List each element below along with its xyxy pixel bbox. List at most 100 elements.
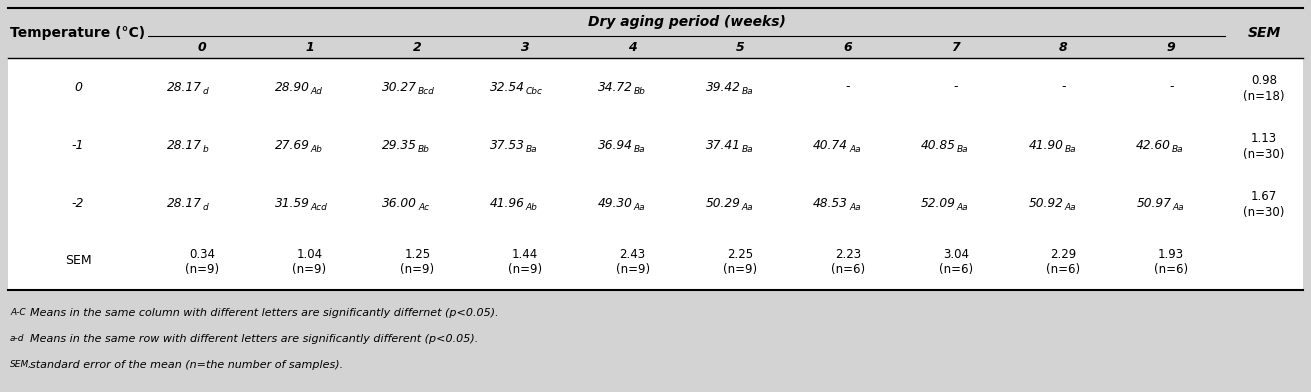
Text: Means in the same column with different letters are significantly differnet (p<0: Means in the same column with different … — [30, 308, 498, 318]
Text: 37.53: 37.53 — [490, 138, 524, 151]
Text: d: d — [203, 203, 208, 212]
Text: 52.09: 52.09 — [920, 196, 956, 209]
Text: 1.44: 1.44 — [511, 247, 538, 261]
Text: 40.85: 40.85 — [920, 138, 956, 151]
Text: Ac: Ac — [418, 203, 430, 212]
Text: Ab: Ab — [526, 203, 538, 212]
Text: -: - — [953, 80, 958, 94]
Text: (n=9): (n=9) — [292, 263, 326, 276]
Text: Aa: Aa — [1172, 203, 1184, 212]
Text: Dry aging period (weeks): Dry aging period (weeks) — [587, 15, 785, 29]
Text: 40.74: 40.74 — [813, 138, 848, 151]
Text: 1.25: 1.25 — [404, 247, 430, 261]
Text: 1: 1 — [305, 40, 313, 53]
Text: (n=9): (n=9) — [507, 263, 541, 276]
Text: 39.42: 39.42 — [705, 80, 741, 94]
Text: 0: 0 — [198, 40, 206, 53]
Text: 28.17: 28.17 — [166, 138, 202, 151]
Text: 42.60: 42.60 — [1137, 138, 1171, 151]
Text: 2.25: 2.25 — [728, 247, 754, 261]
Text: 34.72: 34.72 — [598, 80, 633, 94]
Text: 9: 9 — [1167, 40, 1176, 53]
Text: 1.13: 1.13 — [1251, 131, 1277, 145]
Text: 30.27: 30.27 — [383, 80, 417, 94]
Text: -2: -2 — [72, 196, 84, 209]
Text: 0.34: 0.34 — [189, 247, 215, 261]
Text: -: - — [1169, 80, 1173, 94]
Text: 1.04: 1.04 — [296, 247, 323, 261]
Text: 0: 0 — [73, 80, 83, 94]
Text: 50.92: 50.92 — [1029, 196, 1063, 209]
Text: 5: 5 — [735, 40, 745, 53]
Text: 41.96: 41.96 — [490, 196, 524, 209]
Text: Ba: Ba — [1172, 145, 1184, 154]
Bar — [8, 8, 1303, 58]
Text: 28.17: 28.17 — [166, 196, 202, 209]
Text: (n=9): (n=9) — [724, 263, 758, 276]
Text: 27.69: 27.69 — [275, 138, 309, 151]
Text: SEM: SEM — [1247, 26, 1281, 40]
Text: -: - — [1061, 80, 1066, 94]
Text: (n=9): (n=9) — [616, 263, 650, 276]
Text: (n=30): (n=30) — [1243, 147, 1285, 160]
Text: 50.29: 50.29 — [705, 196, 741, 209]
Text: 2: 2 — [413, 40, 422, 53]
Text: Cbc: Cbc — [526, 87, 543, 96]
Text: Ab: Ab — [311, 145, 323, 154]
Text: (n=9): (n=9) — [185, 263, 219, 276]
Text: 3.04: 3.04 — [943, 247, 969, 261]
Text: 8: 8 — [1059, 40, 1068, 53]
Text: 41.90: 41.90 — [1029, 138, 1063, 151]
Text: Ba: Ba — [741, 145, 753, 154]
Text: SEM: SEM — [64, 254, 92, 267]
Text: (n=9): (n=9) — [400, 263, 434, 276]
Text: Ba: Ba — [526, 145, 538, 154]
Text: 36.94: 36.94 — [598, 138, 633, 151]
Text: a-d: a-d — [10, 334, 25, 343]
Text: Aa: Aa — [850, 145, 861, 154]
Text: 37.41: 37.41 — [705, 138, 741, 151]
Text: 1.93: 1.93 — [1158, 247, 1184, 261]
Text: Acd: Acd — [311, 203, 328, 212]
Text: 6: 6 — [844, 40, 852, 53]
Text: Bcd: Bcd — [418, 87, 435, 96]
Text: A-C: A-C — [10, 308, 26, 317]
Text: (n=6): (n=6) — [1046, 263, 1080, 276]
Text: (n=6): (n=6) — [939, 263, 973, 276]
Text: Ba: Ba — [1065, 145, 1076, 154]
Text: 7: 7 — [952, 40, 960, 53]
Text: b: b — [203, 145, 208, 154]
Text: 31.59: 31.59 — [275, 196, 309, 209]
Text: Aa: Aa — [850, 203, 861, 212]
Text: d: d — [203, 87, 208, 96]
Text: 2.43: 2.43 — [620, 247, 646, 261]
Text: 2.29: 2.29 — [1050, 247, 1076, 261]
Text: SEM,: SEM, — [10, 360, 33, 369]
Text: standard error of the mean (n=the number of samples).: standard error of the mean (n=the number… — [30, 360, 343, 370]
Text: Aa: Aa — [741, 203, 753, 212]
Text: 48.53: 48.53 — [813, 196, 848, 209]
Text: 3: 3 — [520, 40, 530, 53]
Text: 4: 4 — [628, 40, 637, 53]
Text: (n=6): (n=6) — [1154, 263, 1188, 276]
Text: 28.90: 28.90 — [275, 80, 309, 94]
Text: 2.23: 2.23 — [835, 247, 861, 261]
Text: 50.97: 50.97 — [1137, 196, 1171, 209]
Text: Ba: Ba — [633, 145, 645, 154]
Text: 29.35: 29.35 — [383, 138, 417, 151]
Text: Bb: Bb — [633, 87, 645, 96]
Text: Aa: Aa — [957, 203, 969, 212]
Text: Means in the same row with different letters are significantly different (p<0.05: Means in the same row with different let… — [30, 334, 479, 344]
Text: (n=6): (n=6) — [831, 263, 865, 276]
Bar — [8, 8, 1303, 290]
Text: (n=18): (n=18) — [1243, 89, 1285, 102]
Text: Bb: Bb — [418, 145, 430, 154]
Text: 1.67: 1.67 — [1251, 189, 1277, 203]
Text: Aa: Aa — [633, 203, 645, 212]
Text: 28.17: 28.17 — [166, 80, 202, 94]
Text: 32.54: 32.54 — [490, 80, 524, 94]
Text: Aa: Aa — [1065, 203, 1076, 212]
Text: -: - — [846, 80, 851, 94]
Text: Ad: Ad — [311, 87, 323, 96]
Text: 49.30: 49.30 — [598, 196, 633, 209]
